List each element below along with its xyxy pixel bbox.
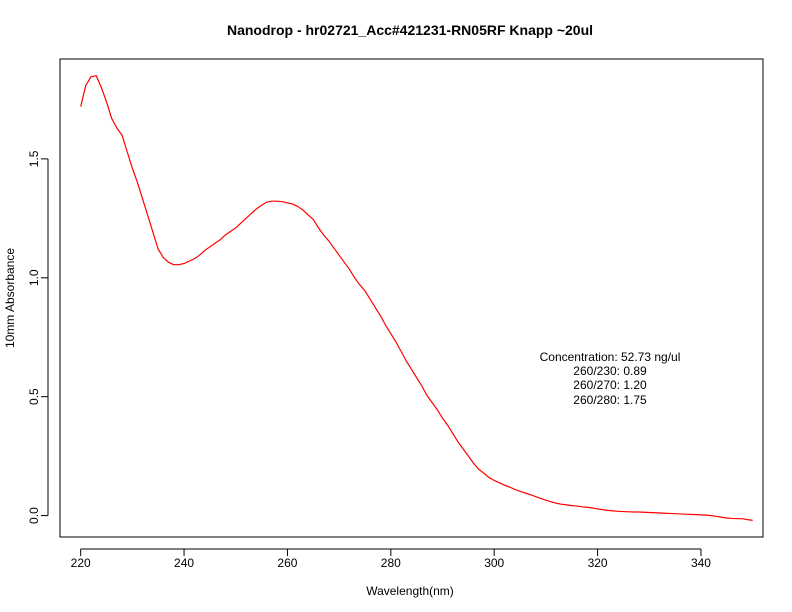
- y-tick-label: 1.0: [27, 269, 41, 286]
- annotation-block: Concentration: 52.73 ng/ul 260/230: 0.89…: [540, 350, 681, 407]
- x-tick-label: 240: [174, 556, 194, 570]
- x-axis-label: Wavelength(nm): [366, 584, 454, 598]
- x-tick-label: 220: [71, 556, 91, 570]
- x-tick-label: 340: [691, 556, 711, 570]
- x-tick-label: 280: [381, 556, 401, 570]
- y-tick-label: 0.5: [27, 388, 41, 405]
- plot-frame: [59, 58, 764, 538]
- annotation-ratio-260-270: 260/270: 1.20: [573, 378, 647, 392]
- y-axis-label: 10mm Absorbance: [3, 248, 17, 348]
- y-tick-label: 0.0: [27, 507, 41, 524]
- x-tick-label: 320: [588, 556, 608, 570]
- annotation-ratio-260-280: 260/280: 1.75: [573, 393, 647, 407]
- annotation-concentration: Concentration: 52.73 ng/ul: [540, 350, 681, 364]
- y-axis: 0.0 0.5 1.0 1.5: [27, 150, 49, 524]
- absorbance-series-line: [80, 75, 753, 521]
- x-axis: 220 240 260 280 300 320 340: [71, 548, 711, 570]
- chart-title: Nanodrop - hr02721_Acc#421231-RN05RF Kna…: [227, 22, 593, 38]
- series-layer: [80, 75, 753, 521]
- annotation-ratio-260-230: 260/230: 0.89: [573, 364, 647, 378]
- x-tick-label: 260: [277, 556, 297, 570]
- x-tick-label: 300: [484, 556, 504, 570]
- y-tick-label: 1.5: [27, 150, 41, 167]
